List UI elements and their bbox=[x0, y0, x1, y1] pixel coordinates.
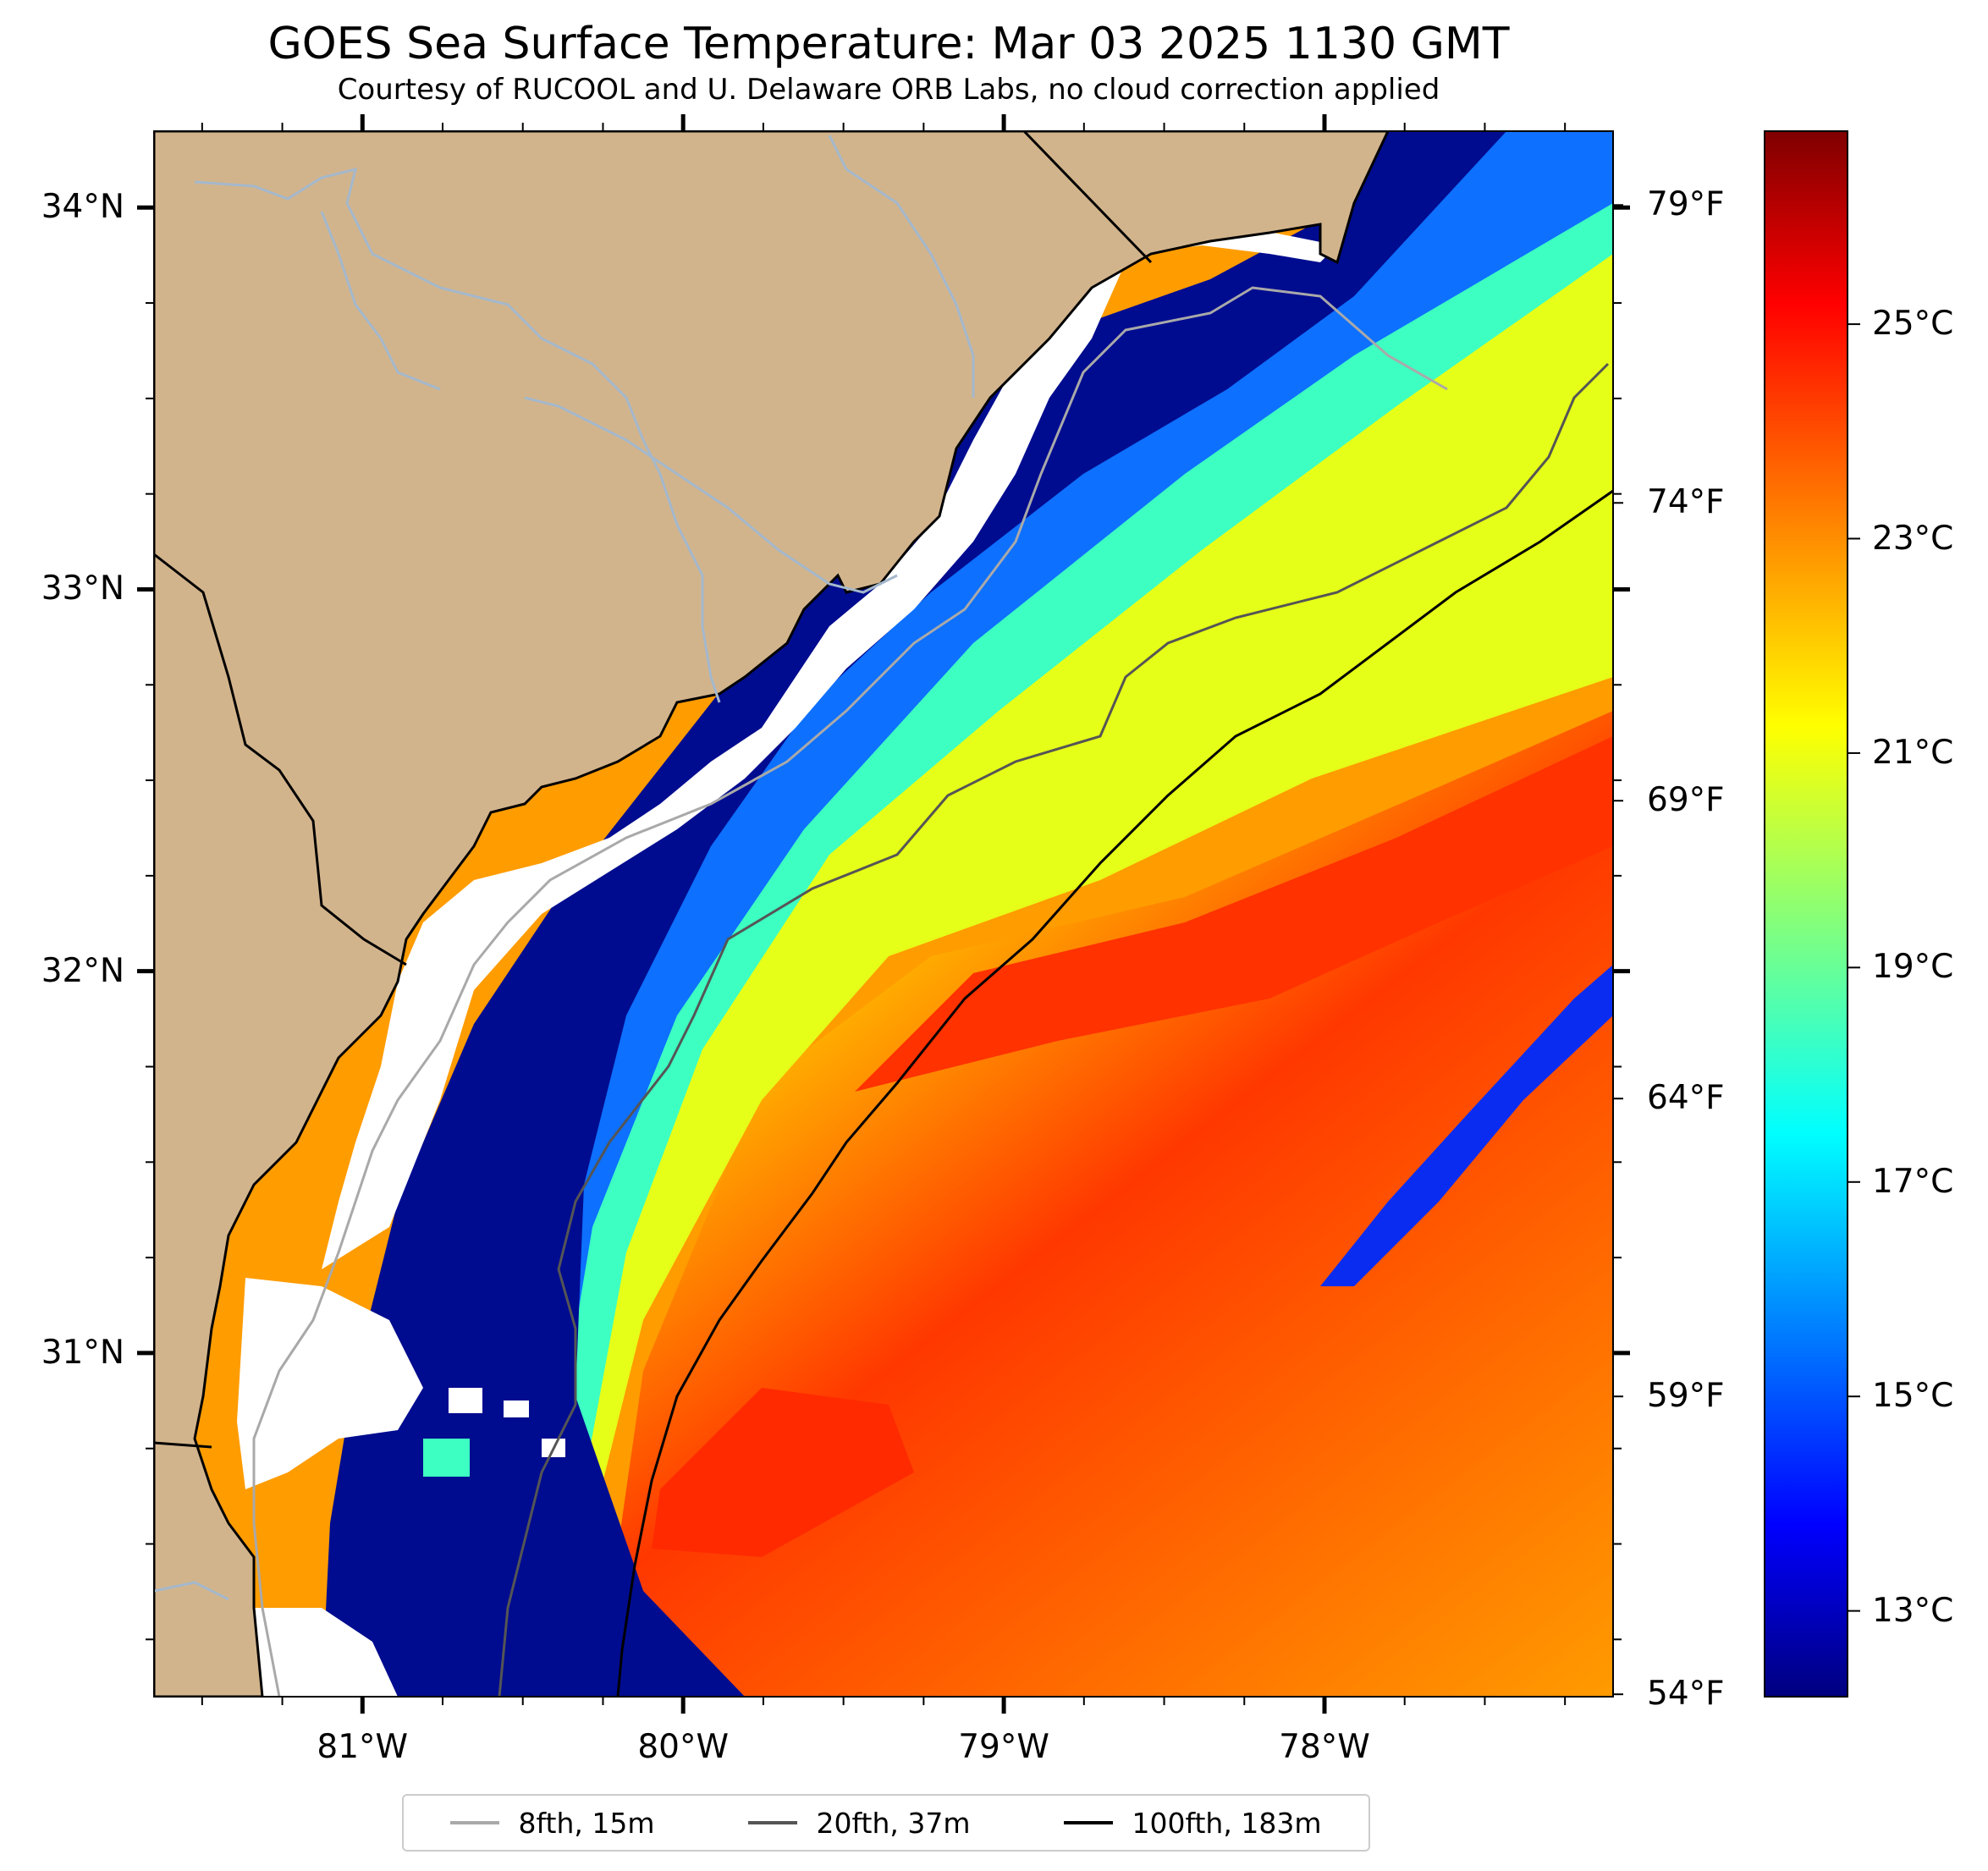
lat-tick-label: 32°N bbox=[41, 951, 124, 990]
fahrenheit-tick-label: 54°F bbox=[1647, 1675, 1725, 1714]
legend-label-100fth: 100fth, 183m bbox=[1132, 1806, 1322, 1840]
colorbar-tick-label: 25°C bbox=[1872, 305, 1954, 344]
lon-tick-label: 79°W bbox=[958, 1728, 1049, 1766]
map-area bbox=[154, 131, 1613, 1697]
river-4 bbox=[320, 211, 441, 391]
river-1 bbox=[194, 167, 721, 703]
fahrenheit-tick-label: 74°F bbox=[1647, 483, 1725, 522]
cyan-patch bbox=[423, 1439, 470, 1477]
colorbar-tick-label: 13°C bbox=[1872, 1591, 1954, 1630]
legend-line-100fth bbox=[1064, 1821, 1114, 1824]
lon-tick-label: 78°W bbox=[1279, 1728, 1370, 1766]
cloud-patch-small-1 bbox=[449, 1388, 482, 1413]
boundary-ga-fl bbox=[154, 1441, 212, 1449]
isobath-20fth bbox=[498, 362, 1610, 1697]
fahrenheit-tick-label: 79°F bbox=[1647, 185, 1725, 224]
sst-yellow-band bbox=[508, 144, 1613, 1697]
colorbar-tick-label: 21°C bbox=[1872, 733, 1954, 772]
lat-tick-label: 34°N bbox=[41, 188, 124, 227]
legend-item-20fth: 20fth, 37m bbox=[748, 1807, 970, 1840]
lat-tick-label: 31°N bbox=[41, 1333, 124, 1372]
cloud-patch-small-2 bbox=[504, 1400, 529, 1417]
colorbar-ticks bbox=[1848, 323, 1860, 1612]
land bbox=[154, 131, 1390, 1697]
legend-item-100fth: 100fth, 183m bbox=[1064, 1807, 1321, 1840]
colorbar bbox=[1764, 130, 1848, 1698]
legend-label-8fth: 8fth, 15m bbox=[518, 1806, 655, 1840]
chart-subtitle: Courtesy of RUCOOL and U. Delaware ORB L… bbox=[337, 73, 1440, 107]
river-5 bbox=[154, 1581, 229, 1601]
state-boundaries bbox=[154, 131, 1153, 1449]
fahrenheit-tick-label: 64°F bbox=[1647, 1079, 1725, 1118]
lon-tick-label: 80°W bbox=[637, 1728, 730, 1766]
isobath-100fth bbox=[616, 489, 1613, 1697]
colorbar-tick-label: 19°C bbox=[1872, 948, 1954, 987]
cloud-patch-coastal bbox=[322, 262, 1126, 1269]
isobath-8fth bbox=[252, 286, 1448, 1697]
legend-line-20fth bbox=[748, 1821, 798, 1824]
rivers bbox=[154, 135, 975, 1601]
lon-tick-label: 81°W bbox=[317, 1728, 409, 1766]
legend-label-20fth: 20fth, 37m bbox=[816, 1806, 971, 1840]
fahrenheit-tick-label: 59°F bbox=[1647, 1377, 1725, 1416]
cloud-patch-south bbox=[254, 1608, 398, 1697]
lat-tick-label: 33°N bbox=[41, 570, 124, 608]
sst-cold-streak bbox=[1320, 965, 1613, 1286]
river-3 bbox=[828, 135, 975, 398]
boundary-nc-sc bbox=[1022, 131, 1153, 264]
map-frame bbox=[153, 130, 1614, 1698]
river-2 bbox=[524, 396, 898, 594]
fahrenheit-tick-label: 69°F bbox=[1647, 781, 1725, 820]
sst-red-south bbox=[652, 1388, 914, 1557]
isobath-legend: 8fth, 15m 20fth, 37m 100fth, 183m bbox=[402, 1794, 1370, 1852]
chart-title: GOES Sea Surface Temperature: Mar 03 202… bbox=[267, 19, 1510, 69]
sst-gulfstream-red bbox=[855, 736, 1613, 1092]
cloud-patch-southwest bbox=[237, 1278, 423, 1489]
legend-item-8fth: 8fth, 15m bbox=[450, 1806, 655, 1840]
legend-line-8fth bbox=[450, 1821, 500, 1824]
colorbar-tick-label: 23°C bbox=[1872, 519, 1954, 558]
axis-ticks bbox=[137, 114, 1630, 1714]
colorbar-tick-label: 15°C bbox=[1872, 1377, 1954, 1416]
boundary-sc-ga bbox=[154, 553, 407, 966]
sst-cold-shelf bbox=[322, 131, 1506, 1697]
colorbar-tick-label: 17°C bbox=[1872, 1162, 1954, 1201]
